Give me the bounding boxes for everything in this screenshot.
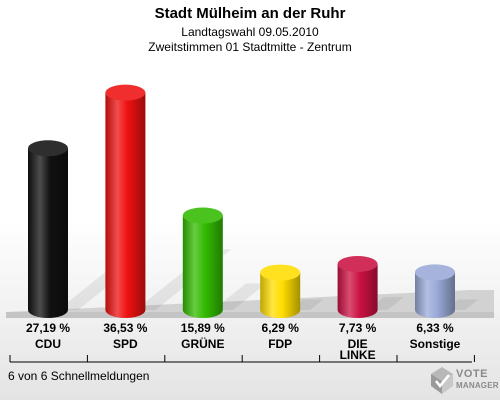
bar-top-cap: [105, 84, 146, 101]
bar-sonstige: [415, 272, 455, 318]
logo-text-vote: VOTE: [456, 368, 488, 380]
value-label: 6,29 %: [262, 321, 300, 335]
bar-top-cap: [260, 264, 301, 281]
bar-cdu: [28, 148, 68, 318]
bar-top-cap: [28, 140, 68, 157]
value-label: 15,89 %: [181, 321, 225, 335]
category-label: GRÜNE: [181, 336, 224, 351]
bar-top-cap: [182, 207, 223, 224]
category-label: DIE: [348, 337, 368, 351]
value-label: 6,33 %: [416, 321, 454, 335]
chart-subtitle-election: Landtagswahl 09.05.2010: [181, 25, 319, 39]
bar-shadow: [212, 283, 266, 310]
bar-top-cap: [415, 264, 455, 281]
category-label: Sonstige: [410, 337, 461, 351]
report-status: 6 von 6 Schnellmeldungen: [8, 369, 150, 383]
bar-die-linke: [337, 264, 378, 318]
bar-gr-ne: [182, 215, 223, 318]
value-label: 36,53 %: [103, 321, 147, 335]
bar-fdp: [260, 272, 301, 318]
value-label: 7,73 %: [339, 321, 377, 335]
value-label: 27,19 %: [26, 321, 70, 335]
category-label: SPD: [113, 337, 138, 351]
category-label: FDP: [268, 337, 292, 351]
chart-title: Stadt Mülheim an der Ruhr: [154, 5, 346, 22]
category-label: LINKE: [340, 348, 376, 362]
logo-text-manager: MANAGER: [456, 381, 499, 390]
bar-top-cap: [337, 256, 378, 273]
chart-subtitle-district: Zweitstimmen 01 Stadtmitte - Zentrum: [148, 40, 352, 54]
ballot-check-icon: [431, 367, 453, 394]
votemanager-logo: VOTE MANAGER: [428, 364, 499, 398]
bar-spd: [105, 92, 146, 318]
category-label: CDU: [35, 337, 61, 351]
